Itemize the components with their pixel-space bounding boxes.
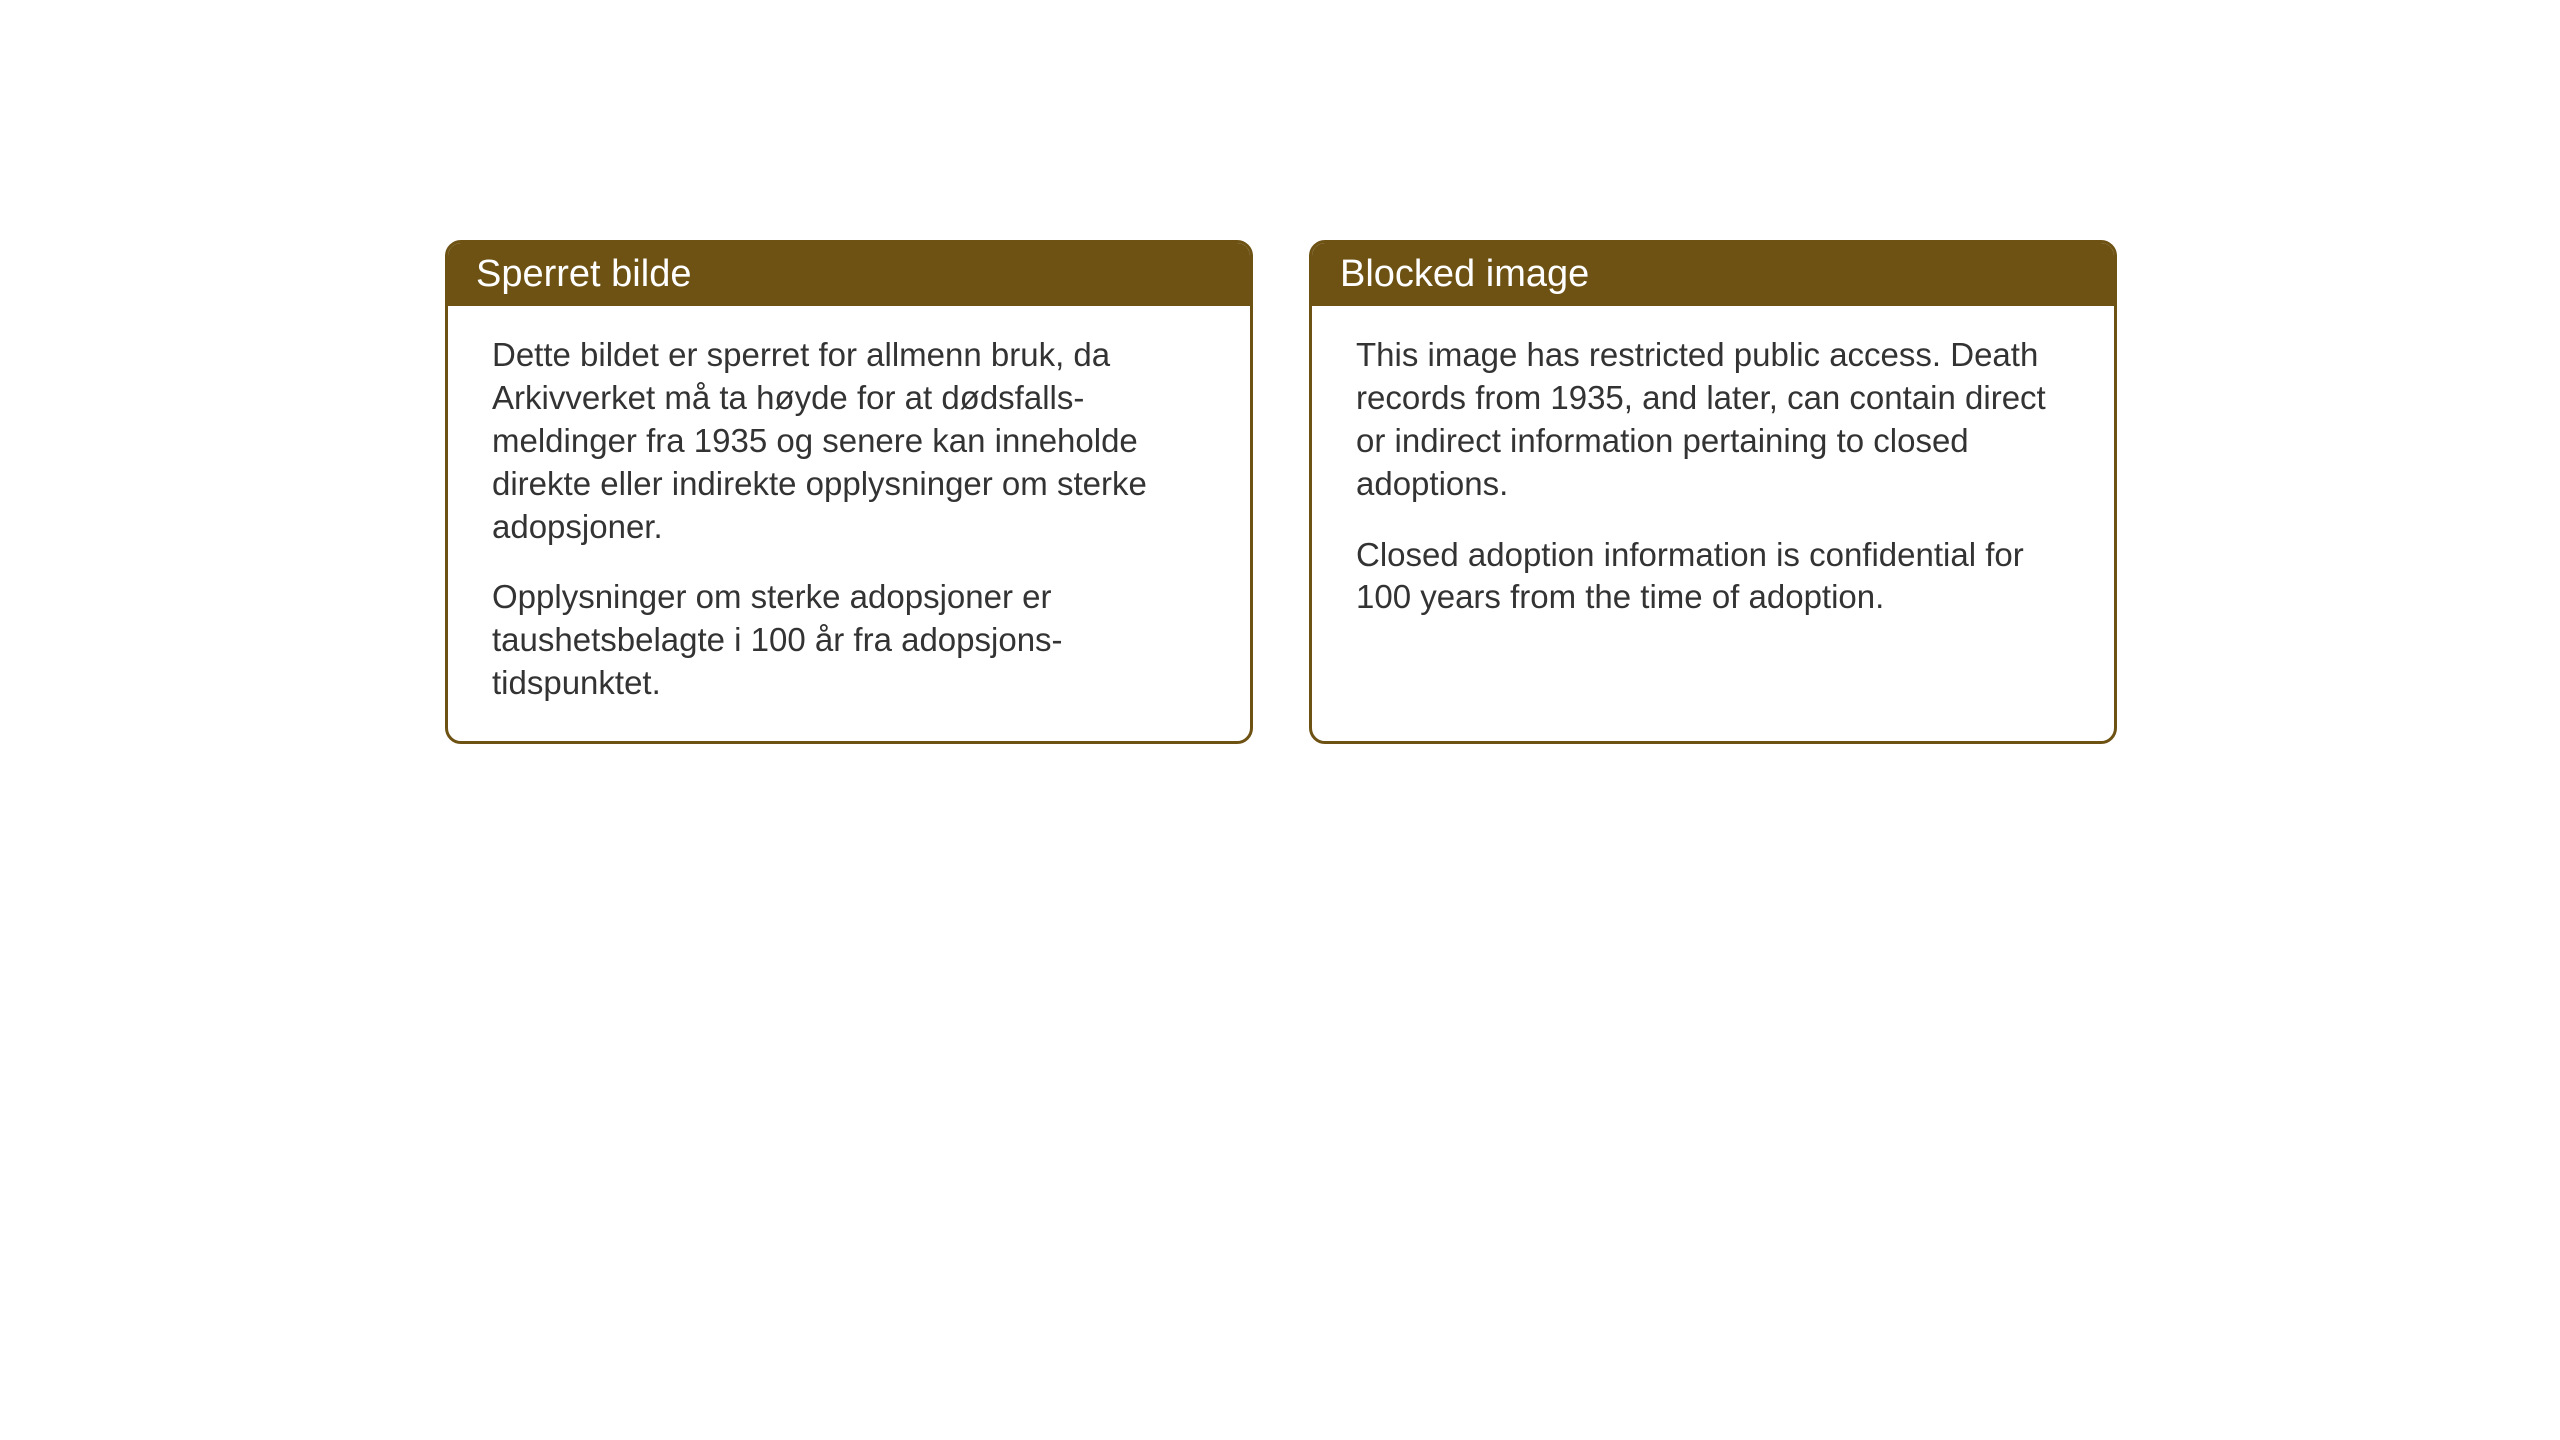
card-header-norwegian: Sperret bilde xyxy=(448,243,1250,306)
card-paragraph: Closed adoption information is confident… xyxy=(1356,534,2070,620)
card-title: Sperret bilde xyxy=(476,253,691,295)
card-paragraph: This image has restricted public access.… xyxy=(1356,334,2070,506)
card-header-english: Blocked image xyxy=(1312,243,2114,306)
notice-card-english: Blocked image This image has restricted … xyxy=(1309,240,2117,744)
card-paragraph: Opplysninger om sterke adopsjoner er tau… xyxy=(492,576,1206,705)
card-body-english: This image has restricted public access.… xyxy=(1312,306,2114,655)
notice-container: Sperret bilde Dette bildet er sperret fo… xyxy=(445,240,2117,744)
card-paragraph: Dette bildet er sperret for allmenn bruk… xyxy=(492,334,1206,548)
card-title: Blocked image xyxy=(1340,253,1589,295)
notice-card-norwegian: Sperret bilde Dette bildet er sperret fo… xyxy=(445,240,1253,744)
card-body-norwegian: Dette bildet er sperret for allmenn bruk… xyxy=(448,306,1250,741)
